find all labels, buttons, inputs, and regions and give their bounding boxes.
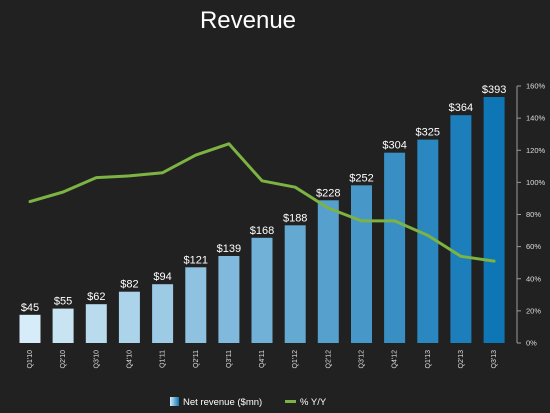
revenue-bar [483, 97, 505, 343]
legend-bar-swatch [170, 397, 179, 406]
right-axis-tick-label: 20% [526, 306, 541, 315]
bar-labels-layer: $45 $55 $62 $82 $94 $121 $139 $168 $188 $228 $252 $… [21, 84, 507, 314]
x-tick-label: Q4'10 [126, 350, 133, 369]
revenue-bar [152, 284, 174, 343]
revenue-bar [118, 291, 140, 343]
right-axis-tick-label: 0% [526, 339, 537, 348]
right-axis: 0% 20% 40% 60% 80% 100% 120% 140% 160% [516, 82, 546, 348]
bar-value-label: $82 [120, 279, 138, 291]
right-axis-tick-label: 60% [526, 242, 541, 251]
revenue-bar [284, 225, 306, 343]
bar-value-label: $139 [217, 243, 241, 255]
revenue-bar [317, 200, 339, 343]
right-axis-tick-label: 100% [526, 178, 546, 187]
x-tick-label: Q3'12 [359, 350, 366, 369]
x-tick-label: Q4'12 [392, 350, 399, 369]
yy-growth-line [28, 142, 496, 263]
x-tick-label: Q3'13 [491, 350, 498, 369]
revenue-bar [384, 152, 406, 343]
bar-value-label: $393 [482, 84, 506, 96]
legend-line-label: % Y/Y [300, 397, 327, 408]
revenue-bar [85, 304, 107, 343]
bar-value-label: $188 [283, 212, 307, 224]
x-tick-label: Q2'13 [458, 350, 465, 369]
x-tick-label: Q1'12 [292, 350, 299, 369]
x-tick-label: Q1'10 [27, 350, 34, 369]
revenue-bar [52, 308, 74, 343]
bar-value-label: $325 [416, 127, 440, 139]
x-tick-label: Q3'11 [226, 350, 233, 368]
bar-value-label: $304 [382, 140, 406, 152]
bar-value-label: $62 [87, 291, 105, 303]
x-tick-label: Q1'11 [160, 350, 167, 368]
x-tick-label: Q4'11 [259, 350, 266, 368]
right-axis-tick-label: 120% [526, 146, 546, 155]
right-axis-tick-label: 40% [526, 274, 541, 283]
bar-value-label: $55 [54, 296, 72, 308]
x-tick-label: Q2'12 [325, 350, 332, 369]
legend-bar-label: Net revenue ($mn) [183, 397, 262, 408]
yy-line-layer [28, 142, 496, 263]
legend: Net revenue ($mn) % Y/Y [170, 397, 327, 408]
right-axis-tick-label: 140% [526, 114, 546, 123]
bar-value-label: $228 [316, 187, 340, 199]
bar-value-label: $45 [21, 302, 39, 314]
revenue-bar [218, 256, 240, 343]
bar-value-label: $364 [449, 102, 473, 114]
bar-value-label: $168 [250, 225, 274, 237]
revenue-bar [351, 185, 372, 343]
bar-value-label: $252 [349, 172, 373, 184]
bar-value-label: $94 [153, 271, 171, 283]
right-axis-tick-label: 160% [526, 82, 546, 91]
bars-layer [19, 97, 505, 343]
x-tick-label: Q2'10 [60, 350, 67, 369]
right-axis-tick-label: 80% [526, 210, 541, 219]
x-tick-label: Q2'11 [193, 350, 200, 368]
x-tick-label: Q3'10 [93, 350, 100, 369]
revenue-bar [185, 267, 207, 343]
revenue-bar [450, 115, 472, 343]
x-axis-labels: Q1'10 Q2'10 Q3'10 Q4'10 Q1'11 Q2'11 Q3'11 Q4'11… [27, 350, 498, 369]
revenue-bar [417, 139, 439, 343]
x-tick-label: Q1'13 [425, 350, 432, 369]
chart-title: Revenue [200, 7, 296, 34]
revenue-bar [251, 237, 273, 343]
bar-value-label: $121 [184, 254, 208, 266]
revenue-bar [19, 314, 41, 343]
